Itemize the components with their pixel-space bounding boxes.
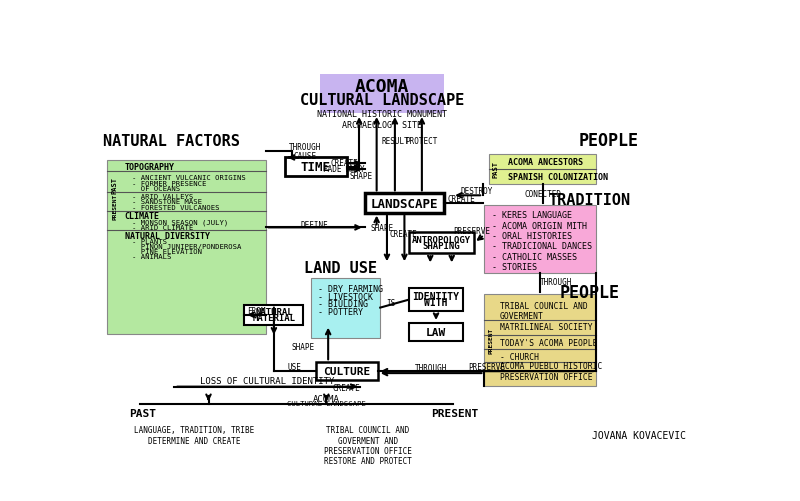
Text: - BIULDING: - BIULDING	[318, 300, 368, 309]
Bar	[485, 205, 596, 273]
Text: CREATE: CREATE	[330, 159, 358, 168]
Text: - POTTERY: - POTTERY	[318, 308, 363, 317]
Text: ANTROPOLOGY: ANTROPOLOGY	[412, 235, 471, 244]
Text: CREATE: CREATE	[390, 230, 417, 239]
Text: NATURAL FACTORS: NATURAL FACTORS	[103, 134, 240, 149]
Text: LAND USE: LAND USE	[304, 260, 377, 275]
Text: THROUGH: THROUGH	[415, 363, 447, 372]
Text: - ACOMA ORIGIN MITH: - ACOMA ORIGIN MITH	[492, 221, 587, 230]
Text: TOPOGRAPHY: TOPOGRAPHY	[125, 163, 175, 172]
Text: USE: USE	[288, 362, 302, 371]
Text: - FORMER PRESENCE: - FORMER PRESENCE	[132, 180, 206, 186]
Text: OF OCEANS: OF OCEANS	[132, 185, 180, 191]
Text: IS: IS	[386, 299, 396, 308]
Text: DESTROY: DESTROY	[461, 187, 493, 196]
Text: LOSS OF CULTURAL IDENTITY: LOSS OF CULTURAL IDENTITY	[200, 377, 334, 386]
Text: CULTURE: CULTURE	[323, 366, 370, 376]
Text: PEOPLE: PEOPLE	[560, 284, 620, 301]
Text: - PLANTS: - PLANTS	[132, 238, 167, 244]
Text: THROUGH: THROUGH	[289, 143, 321, 152]
Text: PINE ELEVATION: PINE ELEVATION	[132, 248, 202, 255]
Text: MATRILINEAL SOCIETY: MATRILINEAL SOCIETY	[500, 323, 593, 332]
Bar	[107, 160, 266, 334]
Text: - TRADICIONAL DANCES: - TRADICIONAL DANCES	[492, 242, 592, 251]
Text: ACOMA: ACOMA	[313, 394, 340, 403]
Text: - CATHOLIC MASSES: - CATHOLIC MASSES	[492, 253, 577, 262]
Text: ACOMA PUEBLO HISTORIC
PRESERVATION OFFICE: ACOMA PUEBLO HISTORIC PRESERVATION OFFIC…	[500, 362, 602, 381]
Bar	[320, 75, 444, 113]
Text: PROTECT: PROTECT	[406, 137, 438, 146]
Text: - ARID CLIMATE: - ARID CLIMATE	[132, 224, 194, 230]
Text: - CHURCH: - CHURCH	[500, 352, 539, 361]
Text: PRESENT: PRESENT	[488, 327, 493, 353]
Bar	[485, 294, 596, 386]
Text: - STORIES: - STORIES	[492, 263, 537, 272]
Text: CLIMATE: CLIMATE	[125, 212, 160, 221]
Text: - FORESTED VULCANOES: - FORESTED VULCANOES	[132, 204, 220, 210]
Text: TRIBAL COUNCIL AND
GOVERMENT AND
PRESERVATION OFFICE
RESTORE AND PROTECT: TRIBAL COUNCIL AND GOVERMENT AND PRESERV…	[324, 425, 412, 465]
Text: IDENTITY: IDENTITY	[413, 291, 459, 301]
Text: CULTURAL LANDSCAPE: CULTURAL LANDSCAPE	[287, 400, 366, 406]
Bar	[285, 158, 346, 177]
Text: SHAPE: SHAPE	[371, 223, 394, 232]
Bar	[409, 232, 474, 254]
Text: ACOMA: ACOMA	[355, 78, 410, 96]
Text: - LIVESTOCK: - LIVESTOCK	[318, 292, 374, 301]
Text: CONECTED: CONECTED	[524, 189, 561, 198]
Text: - MONSON SEASON (JULY): - MONSON SEASON (JULY)	[132, 219, 229, 225]
Text: PRESENT: PRESENT	[431, 408, 478, 418]
Bar	[365, 194, 444, 213]
Text: - ANIMALS: - ANIMALS	[132, 254, 172, 260]
Bar	[409, 289, 463, 312]
Text: NATURAL DIVERSITY: NATURAL DIVERSITY	[125, 231, 210, 240]
Text: LANGUAGE, TRADITION, TRIBE
DETERMINE AND CREATE: LANGUAGE, TRADITION, TRIBE DETERMINE AND…	[134, 425, 254, 445]
Text: - ARID VALLEYS: - ARID VALLEYS	[132, 194, 194, 200]
Text: FROM: FROM	[248, 306, 266, 315]
Text: THROUGH: THROUGH	[539, 277, 572, 286]
Bar	[409, 323, 463, 341]
Text: TIME: TIME	[301, 161, 330, 174]
Text: SHAPE: SHAPE	[292, 343, 315, 352]
Text: NATURAL: NATURAL	[255, 308, 293, 317]
Text: TRADITION: TRADITION	[549, 192, 631, 207]
Text: - SANDSTONE MASE: - SANDSTONE MASE	[132, 199, 202, 205]
Text: PAST: PAST	[493, 161, 498, 178]
Text: JOVANA KOVACEVIC: JOVANA KOVACEVIC	[592, 430, 686, 440]
Text: CREATE: CREATE	[333, 383, 361, 392]
Text: PRESERVE: PRESERVE	[468, 362, 506, 371]
Bar	[245, 305, 303, 325]
Text: - DRY FARMING: - DRY FARMING	[318, 285, 383, 294]
Text: PRESERVE: PRESERVE	[454, 226, 490, 235]
Text: PINON JUNIPER/PONDEROSA: PINON JUNIPER/PONDEROSA	[132, 243, 242, 249]
Text: MATERIAL: MATERIAL	[253, 314, 295, 323]
Text: CULTURAL LANDSCAPE: CULTURAL LANDSCAPE	[300, 93, 464, 108]
Text: PAST: PAST	[129, 408, 156, 418]
Text: PEOPLE: PEOPLE	[578, 132, 638, 150]
Text: PRESENT: PRESENT	[112, 193, 118, 220]
Text: TRIBAL COUNCIL AND
GOVERMENT: TRIBAL COUNCIL AND GOVERMENT	[500, 301, 588, 321]
Text: SHAPING: SHAPING	[422, 242, 460, 250]
Bar	[316, 363, 378, 380]
Text: - ORAL HISTORIES: - ORAL HISTORIES	[492, 231, 572, 240]
Text: DEFINE: DEFINE	[300, 220, 328, 229]
Text: TODAY'S ACOMA PEOPLE: TODAY'S ACOMA PEOPLE	[500, 339, 598, 347]
Text: LAW: LAW	[426, 327, 446, 337]
Text: RESULT: RESULT	[381, 137, 409, 146]
Text: ACOMA ANCESTORS: ACOMA ANCESTORS	[508, 157, 583, 166]
Text: CAUSE: CAUSE	[293, 151, 316, 160]
Bar	[490, 154, 596, 184]
Text: - ANCIENT VULCANIC ORIGINS: - ANCIENT VULCANIC ORIGINS	[132, 175, 246, 181]
Text: CREATE: CREATE	[447, 194, 475, 203]
Text: SHAPE: SHAPE	[350, 171, 373, 180]
Text: - KERES LANGUAGE: - KERES LANGUAGE	[492, 211, 572, 220]
Text: PAST: PAST	[112, 177, 118, 194]
Text: SPANISH COLONIZATION: SPANISH COLONIZATION	[508, 172, 608, 181]
Text: FADE AWAY: FADE AWAY	[323, 165, 365, 174]
Text: LANDSCAPE: LANDSCAPE	[370, 197, 438, 210]
Text: NATIONAL HISTORIC MONUMENT
ARCHAEOLOGY SITE: NATIONAL HISTORIC MONUMENT ARCHAEOLOGY S…	[317, 110, 447, 130]
Text: WITH: WITH	[424, 298, 448, 308]
Bar	[310, 278, 380, 338]
